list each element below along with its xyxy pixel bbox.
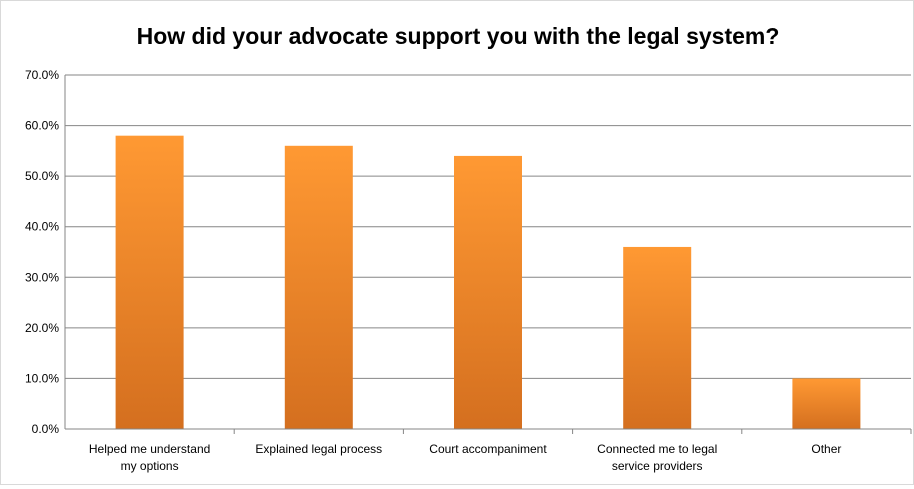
x-tick-label: Court accompaniment [429, 442, 547, 456]
bar [115, 135, 184, 429]
bar [623, 246, 692, 429]
y-tick-label: 70.0% [25, 68, 59, 82]
x-tick-label: Connected me to legal [597, 442, 717, 456]
bar [284, 145, 353, 430]
y-tick-label: 20.0% [25, 321, 59, 335]
y-tick-label: 60.0% [25, 119, 59, 133]
y-tick-label: 40.0% [25, 220, 59, 234]
y-tick-label: 10.0% [25, 371, 59, 385]
y-tick-label: 0.0% [32, 422, 60, 436]
x-tick-label: Helped me understand [89, 442, 210, 456]
y-tick-label: 30.0% [25, 270, 59, 284]
x-tick-label: my options [121, 459, 179, 473]
chart-title: How did your advocate support you with t… [136, 23, 780, 49]
x-tick-label: Other [811, 442, 841, 456]
x-tick-label: service providers [612, 459, 703, 473]
bar [454, 155, 522, 429]
bar [792, 378, 861, 429]
x-tick-label: Explained legal process [255, 442, 382, 456]
y-tick-label: 50.0% [25, 169, 59, 183]
